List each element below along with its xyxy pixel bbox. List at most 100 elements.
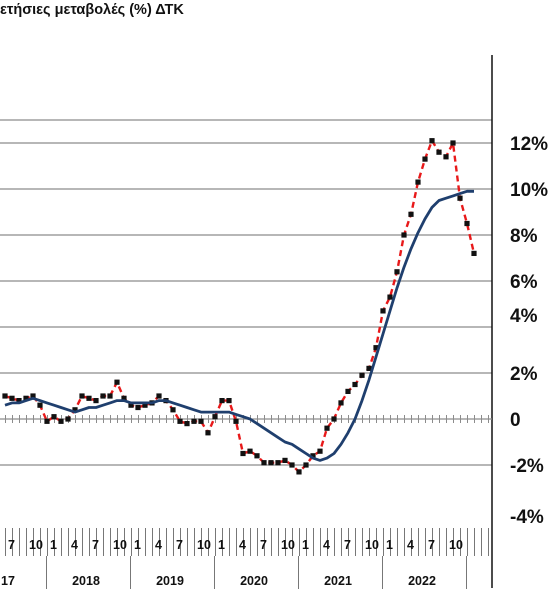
series-marker (198, 418, 204, 424)
series-marker (212, 414, 218, 420)
year-label: 17 (1, 574, 15, 588)
month-tick-label: 1 (134, 538, 141, 552)
axis-labels: 12%10%8%6%4%2%0-2%-4%7 10 1 4 7 10 1 4 7 10 1 4 7 10 1… (1, 134, 548, 588)
month-tick-label: 10 (281, 538, 295, 552)
month-tick-label: 4 (239, 538, 246, 552)
month-tick-label: 4 (407, 538, 414, 552)
series-layer (2, 137, 477, 475)
y-tick-label: 0 (510, 410, 521, 431)
month-tick-label: 7 (428, 538, 435, 552)
year-label: 2018 (72, 574, 100, 588)
month-tick-label: 10 (29, 538, 43, 552)
series-marker (254, 453, 260, 459)
year-label: 2021 (324, 574, 352, 588)
series-marker (226, 398, 232, 404)
series-marker (233, 418, 239, 424)
month-tick-label: 1 (50, 538, 57, 552)
year-label: 2020 (240, 574, 268, 588)
series-marker (121, 395, 127, 401)
month-tick-label: 4 (71, 538, 78, 552)
series-marker (457, 195, 463, 201)
series-marker (436, 149, 442, 155)
chart-title: ετήσιες μεταβολές (%) ΔΤΚ (0, 2, 184, 18)
month-tick-label: 7 (92, 538, 99, 552)
grid-lines (0, 119, 492, 466)
series-marker (303, 462, 309, 468)
month-tick-label: 10 (365, 538, 379, 552)
year-label: 2019 (156, 574, 184, 588)
series-marker (9, 395, 15, 401)
series-marker (37, 402, 43, 408)
series-marker (387, 294, 393, 300)
y-tick-label: 6% (510, 272, 538, 293)
series-marker (394, 269, 400, 275)
y-tick-label: -2% (510, 456, 544, 477)
series-marker (317, 448, 323, 454)
series-marker (275, 460, 281, 466)
series-marker (268, 460, 274, 466)
series-marker (471, 250, 477, 256)
month-tick-label: 4 (323, 538, 330, 552)
series-marker (51, 414, 57, 420)
series-marker (100, 393, 106, 399)
series-marker (373, 345, 379, 351)
series-marker (366, 365, 372, 371)
series-marker (345, 388, 351, 394)
month-tick-label: 7 (176, 538, 183, 552)
month-tick-label: 4 (155, 538, 162, 552)
series-marker (44, 418, 50, 424)
series-marker (450, 140, 456, 146)
series-line-solid (4, 189, 474, 462)
series-marker (170, 407, 176, 413)
series-marker (408, 211, 414, 217)
series-marker (135, 404, 141, 411)
axes (0, 55, 493, 589)
month-tick-label: 10 (113, 538, 127, 552)
series-marker (79, 393, 85, 399)
series-marker (352, 381, 358, 388)
y-tick-label: 10% (510, 180, 548, 201)
series-marker (331, 416, 337, 422)
series-marker (205, 430, 211, 436)
month-tick-label: 10 (449, 538, 463, 552)
month-tick-label: 7 (344, 538, 351, 552)
series-marker (86, 395, 92, 401)
series-marker (296, 469, 302, 475)
series-marker (429, 138, 435, 144)
month-tick-label: 1 (218, 538, 225, 552)
y-tick-label: -4% (510, 507, 544, 528)
y-tick-label: 12% (510, 134, 548, 155)
series-marker (177, 418, 183, 424)
series-marker (23, 395, 29, 401)
series-marker (289, 462, 295, 468)
month-tick-label: 7 (260, 538, 267, 552)
series-marker (219, 398, 225, 404)
month-tick-label: 10 (197, 538, 211, 552)
series-marker (128, 402, 134, 408)
series-marker (72, 407, 78, 413)
series-marker (114, 379, 120, 385)
series-marker (65, 416, 71, 422)
y-tick-label: 2% (510, 364, 538, 385)
series-marker (324, 425, 330, 431)
series-marker (380, 308, 386, 314)
series-marker (240, 450, 246, 457)
series-marker (338, 400, 344, 406)
series-marker (16, 398, 22, 404)
series-marker (58, 418, 64, 424)
series-marker (107, 393, 113, 399)
month-tick-label: 7 (8, 538, 15, 552)
year-label: 2022 (408, 574, 436, 588)
series-marker (401, 232, 407, 238)
series-marker (2, 393, 8, 399)
series-marker (142, 402, 148, 408)
series-marker (261, 460, 267, 466)
series-marker (443, 154, 449, 160)
series-marker (464, 220, 470, 227)
series-marker (93, 398, 99, 404)
series-marker (247, 448, 253, 454)
series-marker (282, 457, 288, 463)
series-marker (415, 179, 421, 185)
series-marker (191, 418, 197, 424)
